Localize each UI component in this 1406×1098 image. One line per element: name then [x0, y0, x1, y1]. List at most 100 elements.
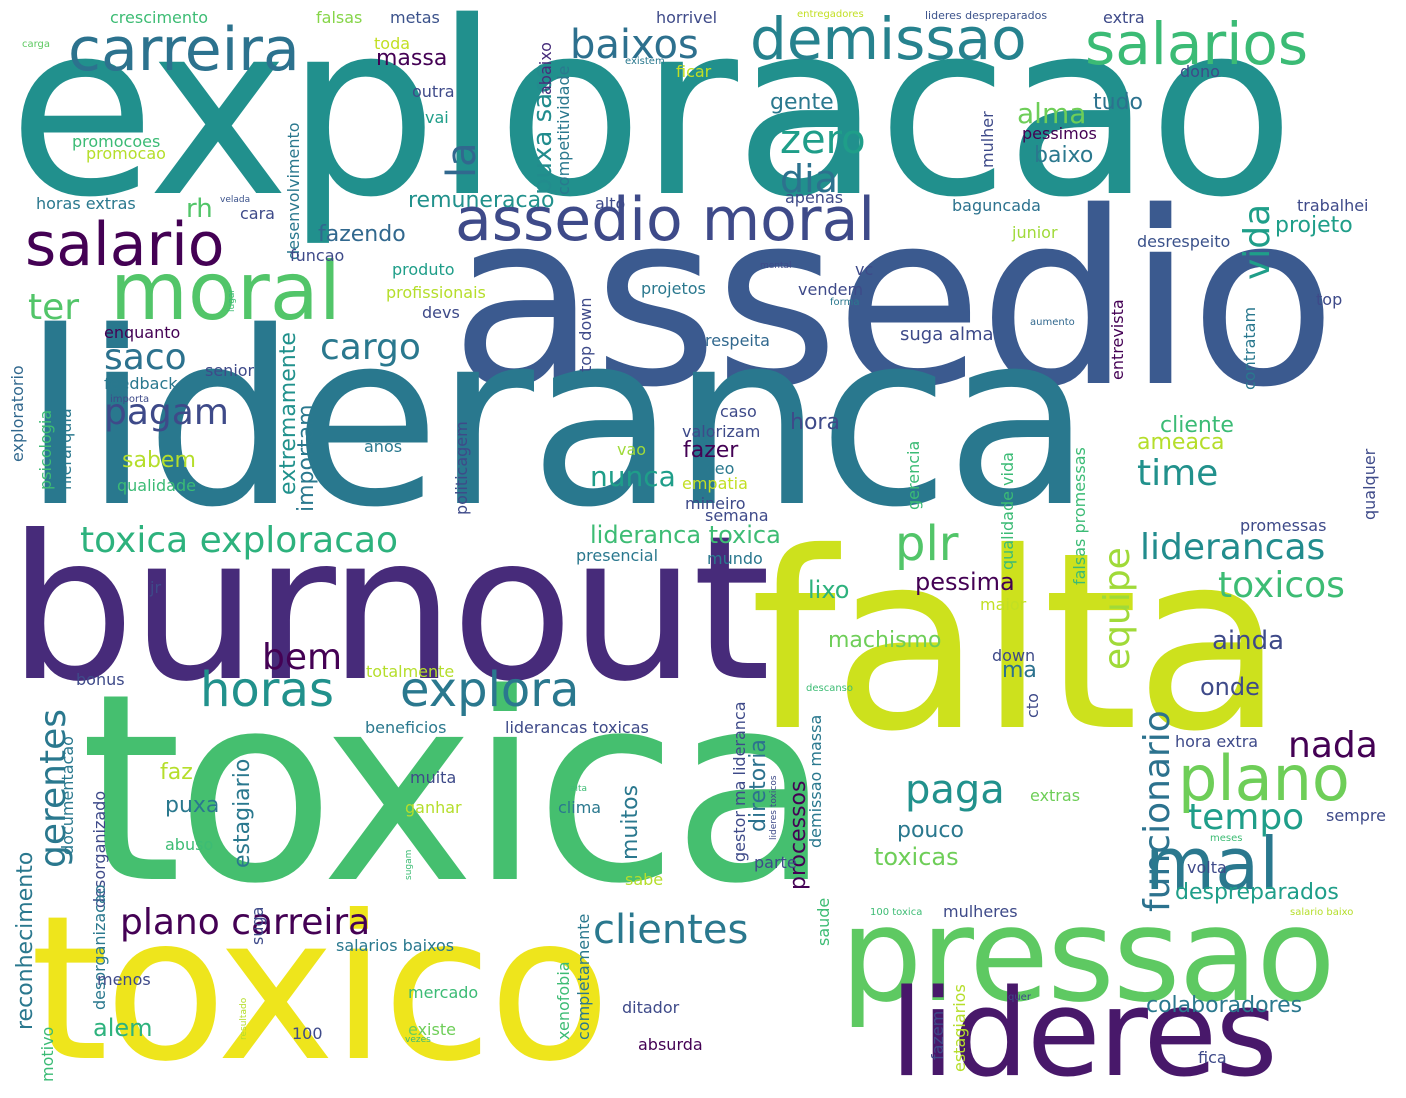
- word: estagiario: [230, 758, 255, 868]
- word: suga alma: [900, 324, 994, 345]
- word: time: [1137, 453, 1219, 494]
- word: descanso: [806, 683, 854, 694]
- word: desrespeito: [1137, 232, 1231, 251]
- word: valorizam: [682, 422, 761, 441]
- word: projetos: [641, 279, 706, 298]
- word: ter: [28, 287, 80, 328]
- word: qualidade vida: [998, 452, 1017, 570]
- word: junior: [1012, 223, 1058, 242]
- word: falsas promessas: [1070, 447, 1089, 585]
- word: promocao: [86, 144, 166, 163]
- word: diretoria: [746, 739, 771, 832]
- word: exploracao: [8, 0, 1295, 250]
- word: zero: [780, 117, 866, 163]
- word: plr: [895, 516, 959, 572]
- word: volta: [1187, 858, 1227, 877]
- word: remuneracao: [408, 188, 555, 213]
- word: pagam: [104, 392, 229, 433]
- word: tudo: [1093, 90, 1143, 115]
- word: dono: [1180, 62, 1220, 81]
- word: competitividade: [554, 65, 573, 195]
- word: baixo: [1034, 143, 1094, 168]
- word: existem: [625, 56, 665, 67]
- word: alma: [1017, 97, 1087, 130]
- word: nada: [1288, 725, 1378, 766]
- word: assedio moral: [455, 185, 875, 255]
- word: moral: [110, 245, 342, 338]
- word: lideres: [890, 965, 1278, 1098]
- word: motivo: [38, 1026, 57, 1082]
- word: explora: [400, 662, 580, 718]
- word: 100 toxica: [870, 907, 923, 918]
- word: qualquer: [1360, 448, 1379, 520]
- word: vendem: [798, 280, 864, 299]
- word: massa: [376, 46, 448, 71]
- word: forma: [830, 297, 860, 308]
- word: reconhecimento: [13, 851, 38, 1030]
- word: jr: [150, 578, 162, 597]
- word: mal: [1145, 822, 1280, 906]
- word: ditador: [622, 998, 680, 1017]
- word: vc: [855, 260, 874, 279]
- word: toxica exploracao: [80, 520, 399, 561]
- word: mulheres: [943, 902, 1018, 921]
- word: carreira: [68, 15, 300, 85]
- word: fazendo: [318, 222, 406, 247]
- word: alem: [93, 1014, 153, 1042]
- word: ganhar: [405, 798, 462, 817]
- word: caso: [720, 402, 757, 421]
- word: contratam: [1240, 306, 1259, 390]
- word: politicagem: [452, 421, 471, 515]
- word: la: [439, 142, 485, 178]
- word: hierarquia: [56, 408, 75, 490]
- word: saco: [104, 337, 187, 378]
- word: ainda: [1212, 626, 1285, 656]
- word: exploratorio: [8, 365, 27, 462]
- word: vao: [617, 440, 647, 459]
- word: anos: [364, 437, 403, 456]
- word: sugam: [404, 849, 414, 880]
- word: horas extras: [36, 194, 136, 213]
- word: velada: [220, 195, 251, 205]
- word: totalmente: [366, 662, 455, 681]
- word: existe: [408, 1020, 456, 1039]
- word: hora: [790, 410, 840, 435]
- word: promocoes: [72, 132, 161, 151]
- word: tempo: [1188, 797, 1305, 838]
- word: pessimos: [1022, 124, 1097, 143]
- word: baixos: [570, 22, 699, 68]
- word: metas: [390, 8, 440, 27]
- word: liderancas toxicas: [505, 718, 649, 737]
- word: fazem: [928, 1010, 947, 1060]
- word: crescimento: [110, 8, 209, 27]
- word: vezes: [405, 1035, 431, 1045]
- word: feedback: [104, 374, 178, 393]
- word: mercado: [408, 983, 479, 1002]
- word: toxicas: [874, 843, 959, 871]
- word: falsas: [316, 8, 363, 27]
- word: aumento: [1030, 317, 1075, 328]
- word: devs: [422, 303, 460, 322]
- word: horrivel: [656, 8, 718, 27]
- word: mulher: [978, 111, 997, 168]
- word: trabalhei: [1297, 196, 1369, 215]
- word: bonus: [76, 670, 125, 689]
- word: entregadores: [797, 9, 864, 20]
- word: toxicos: [1218, 565, 1345, 606]
- word: salario: [25, 210, 225, 280]
- word: sabe: [625, 870, 664, 889]
- word: carga: [22, 39, 51, 50]
- word: equipe: [1097, 547, 1138, 670]
- word: top: [1316, 290, 1343, 309]
- word: mental: [760, 261, 792, 271]
- word: gente: [770, 90, 834, 115]
- word: mundo: [707, 549, 763, 568]
- word: estagiarios: [950, 984, 969, 1072]
- word: clientes: [593, 907, 749, 953]
- word: qualidade: [117, 476, 196, 495]
- word: clima: [558, 798, 602, 817]
- word: salarios: [1085, 10, 1309, 78]
- word: plano carreira: [120, 902, 371, 943]
- word: psicologia: [36, 409, 55, 490]
